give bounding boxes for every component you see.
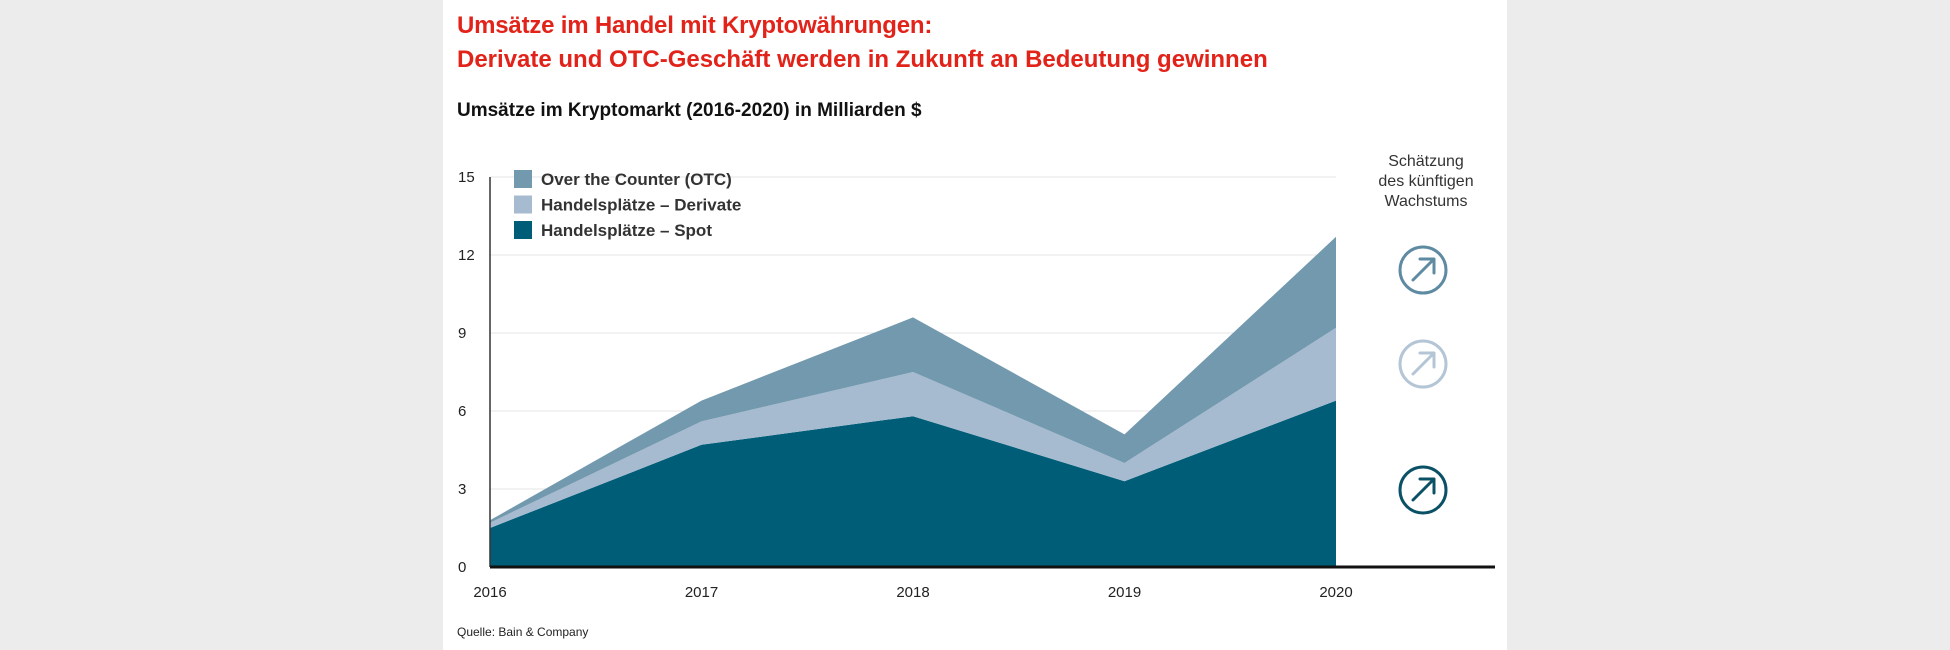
y-tick-label: 15 bbox=[458, 169, 475, 186]
x-tick-label: 2017 bbox=[685, 584, 718, 601]
area-series-1 bbox=[490, 400, 1336, 567]
x-tick-label: 2019 bbox=[1108, 584, 1141, 601]
legend-swatch bbox=[514, 195, 532, 214]
chart-title: Umsätze im Kryptomarkt (2016-2020) in Mi… bbox=[457, 100, 922, 121]
legend-label: Over the Counter (OTC) bbox=[541, 170, 732, 189]
subheadline: Derivate und OTC-Geschäft werden in Zuku… bbox=[457, 46, 1268, 73]
estimate-note-line: Schätzung bbox=[1388, 153, 1464, 170]
x-tick-label: 2018 bbox=[896, 584, 929, 601]
arrow-up-right-circle-icon bbox=[1398, 465, 1448, 515]
legend-label: Handelsplätze – Derivate bbox=[541, 196, 741, 215]
legend-label: Handelsplätze – Spot bbox=[541, 221, 712, 240]
icon-arrow-shaft bbox=[1411, 478, 1435, 502]
x-tick-label: 2020 bbox=[1319, 584, 1352, 601]
x-tick-label: 2016 bbox=[473, 584, 506, 601]
icon-circle bbox=[1398, 245, 1448, 295]
area-series-3 bbox=[490, 236, 1336, 523]
icon-circle bbox=[1398, 339, 1448, 389]
legend-swatch bbox=[514, 170, 532, 188]
headline: Umsätze im Handel mit Kryptowährungen: bbox=[457, 12, 933, 39]
icon-arrow-shaft bbox=[1411, 258, 1435, 282]
area-series-2 bbox=[490, 327, 1336, 528]
y-tick-label: 0 bbox=[458, 559, 466, 576]
icon-arrow-shaft bbox=[1411, 352, 1435, 376]
y-tick-label: 12 bbox=[458, 247, 475, 264]
icon-arrow-head bbox=[1418, 477, 1436, 495]
y-tick-label: 9 bbox=[458, 325, 466, 342]
legend-swatch bbox=[514, 221, 532, 239]
y-tick-label: 6 bbox=[458, 403, 466, 420]
icon-arrow-head bbox=[1418, 351, 1436, 369]
arrow-up-right-circle-icon bbox=[1398, 339, 1448, 389]
icon-circle bbox=[1398, 465, 1448, 515]
source-note: Quelle: Bain & Company bbox=[457, 625, 589, 639]
icon-arrow-head bbox=[1418, 257, 1436, 275]
arrow-up-right-circle-icon bbox=[1398, 245, 1448, 295]
estimate-note-line: des künftigen bbox=[1378, 173, 1473, 190]
estimate-note-line: Wachstums bbox=[1385, 193, 1468, 210]
y-tick-label: 3 bbox=[458, 481, 466, 498]
